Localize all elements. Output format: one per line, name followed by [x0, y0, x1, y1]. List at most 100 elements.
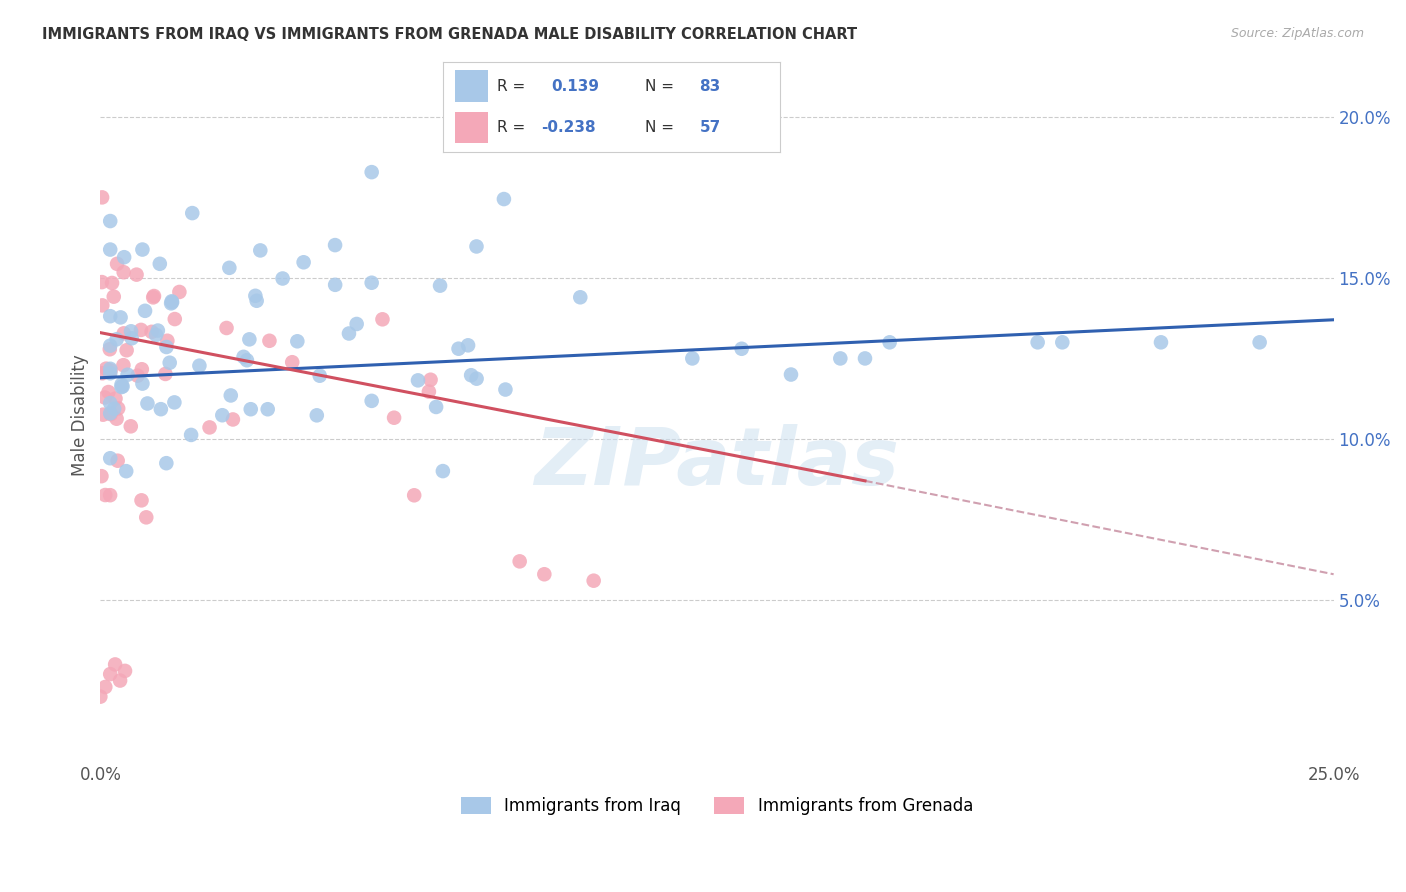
Point	[94, 391, 117, 405]
Point	[404, 488, 426, 502]
Point	[308, 368, 330, 383]
Point	[134, 303, 156, 318]
Bar	[454, 70, 488, 102]
Point	[155, 340, 177, 354]
Point	[236, 353, 259, 368]
Point	[114, 664, 136, 678]
Point	[112, 326, 135, 341]
Point	[222, 412, 245, 426]
Text: N =: N =	[645, 78, 679, 94]
Point	[100, 363, 122, 377]
Point	[112, 358, 135, 372]
Point	[105, 411, 128, 425]
Point	[129, 323, 152, 337]
Point	[432, 464, 454, 478]
Point	[94, 361, 117, 376]
Point	[120, 324, 142, 338]
Point	[346, 317, 368, 331]
Point	[98, 214, 121, 228]
Point	[830, 351, 852, 366]
Point	[457, 338, 479, 352]
Point	[337, 326, 360, 341]
Point	[98, 339, 121, 353]
Point	[125, 268, 148, 282]
Point	[111, 379, 134, 393]
Text: 0.139: 0.139	[551, 78, 599, 94]
Point	[460, 368, 482, 383]
Point	[108, 673, 131, 688]
Point	[131, 243, 153, 257]
Point	[215, 321, 238, 335]
Point	[853, 351, 876, 366]
Point	[181, 206, 204, 220]
Point	[155, 367, 177, 381]
Point	[98, 396, 121, 410]
Point	[305, 409, 328, 423]
Point	[110, 310, 132, 325]
Point	[94, 680, 117, 694]
Point	[360, 393, 382, 408]
Bar	[454, 112, 488, 143]
Point	[135, 510, 157, 524]
Point	[94, 488, 117, 502]
Point	[492, 192, 515, 206]
Point	[533, 567, 555, 582]
Point	[323, 238, 346, 252]
Point	[110, 380, 132, 394]
Point	[131, 362, 153, 376]
Point	[112, 265, 135, 279]
Point	[146, 324, 169, 338]
Point	[97, 385, 120, 400]
Point	[100, 407, 122, 421]
Text: R =: R =	[496, 120, 530, 135]
Point	[101, 276, 124, 290]
Point	[142, 290, 165, 304]
Point	[447, 342, 470, 356]
Point	[360, 276, 382, 290]
Point	[91, 298, 114, 312]
Point	[211, 409, 233, 423]
Point	[292, 255, 315, 269]
Point	[155, 456, 177, 470]
Point	[163, 395, 186, 409]
Point	[238, 332, 260, 346]
Point	[103, 290, 125, 304]
Point	[149, 402, 172, 417]
Point	[98, 243, 121, 257]
Text: 83: 83	[699, 78, 721, 94]
Point	[360, 165, 382, 179]
Point	[780, 368, 803, 382]
Point	[103, 401, 125, 416]
Point	[246, 293, 269, 308]
Point	[105, 257, 128, 271]
Point	[371, 312, 394, 326]
Point	[256, 402, 278, 417]
Point	[419, 373, 441, 387]
Point	[98, 451, 121, 466]
Point	[141, 325, 163, 339]
Point	[117, 368, 139, 382]
Point	[879, 335, 901, 350]
Point	[418, 384, 440, 399]
Point	[245, 289, 267, 303]
Point	[219, 388, 242, 402]
Text: N =: N =	[645, 120, 679, 135]
Point	[98, 366, 121, 380]
Point	[163, 312, 186, 326]
Point	[160, 295, 183, 310]
Point	[91, 366, 114, 380]
Point	[91, 408, 114, 422]
Point	[509, 554, 531, 568]
Point	[112, 250, 135, 264]
Point	[465, 372, 488, 386]
Point	[259, 334, 281, 348]
Point	[160, 294, 183, 309]
Point	[98, 406, 121, 420]
Point	[115, 464, 138, 478]
Point	[1052, 335, 1074, 350]
Point	[89, 690, 111, 704]
Point	[249, 244, 271, 258]
Text: IMMIGRANTS FROM IRAQ VS IMMIGRANTS FROM GRENADA MALE DISABILITY CORRELATION CHAR: IMMIGRANTS FROM IRAQ VS IMMIGRANTS FROM …	[42, 27, 858, 42]
Point	[569, 290, 592, 304]
Point	[107, 401, 129, 416]
